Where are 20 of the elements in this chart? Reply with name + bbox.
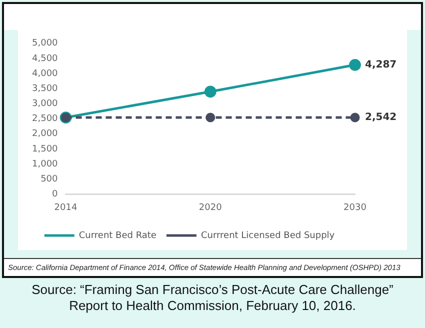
y-tick-label: 2,500 [32, 114, 58, 124]
y-tick-label: 4,500 [32, 54, 58, 64]
x-tick-label: 2014 [54, 202, 78, 213]
x-tick-label: 2020 [198, 202, 222, 213]
y-tick-label: 0 [52, 190, 58, 200]
y-tick-label: 500 [40, 174, 58, 184]
x-tick-label: 2030 [344, 202, 367, 213]
legend-label: Currrent Licensed Bed Supply [200, 230, 336, 241]
source-note: Source: “Framing San Francisco’s Post-Acute Care Challenge” [30, 282, 394, 298]
y-tick-label: 1,000 [32, 159, 58, 170]
y-tick-label: 3,000 [32, 99, 58, 110]
y-tick-label: 2,000 [32, 129, 58, 140]
y-tick-label: 4,000 [32, 68, 58, 79]
data-label: 4,287 [365, 60, 397, 70]
text: Report to Health Commission, February 10, 2016. [68, 298, 357, 314]
legend-label: Current Bed Rate [78, 230, 157, 241]
y-tick-label: 5,000 [32, 38, 58, 49]
y-tick-label: 1,500 [32, 144, 58, 154]
data-label: 2,542 [365, 112, 397, 124]
y-tick-label: 3,500 [32, 84, 58, 94]
